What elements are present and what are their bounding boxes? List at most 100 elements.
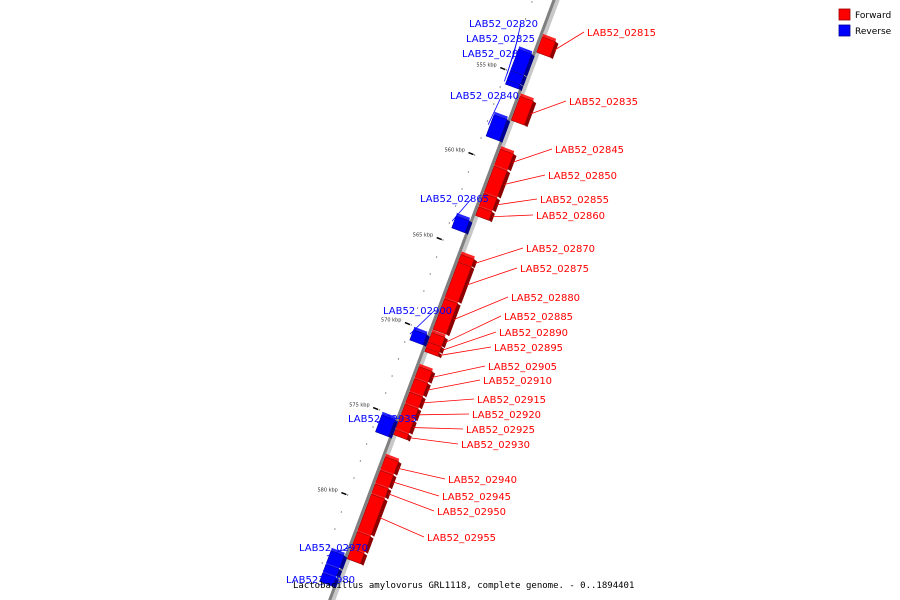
gene-label[interactable]: LAB52_02920 — [472, 410, 541, 421]
gene-LAB52_02930[interactable] — [393, 426, 412, 442]
gene-leader-line — [451, 197, 473, 222]
gene-label[interactable]: LAB52_02860 — [536, 211, 605, 222]
gene-LAB52_02840[interactable] — [485, 111, 511, 143]
gene-label[interactable]: LAB52_02980 — [286, 575, 355, 586]
gene-block-depth — [488, 211, 495, 223]
gene-block-top — [444, 295, 459, 304]
gene-LAB52_02850[interactable] — [484, 163, 511, 199]
gene-LAB52_02830[interactable] — [505, 76, 524, 92]
gene-leader-line — [398, 467, 446, 480]
gene-label[interactable]: LAB52_02835 — [569, 97, 638, 108]
gene-leader-line — [492, 214, 534, 218]
gene-LAB52_02845[interactable] — [494, 146, 517, 172]
gene-LAB52_02880[interactable] — [432, 295, 461, 337]
gene-label[interactable]: LAB52_02940 — [448, 475, 517, 486]
kbp-tick-label: 580 kbp — [317, 488, 337, 494]
gene-label[interactable]: LAB52_02880 — [511, 293, 580, 304]
gene-LAB52_02815[interactable] — [536, 33, 559, 60]
genome-caption: Lactobacillus amylovorus GRL1118, comple… — [293, 581, 634, 591]
gene-label[interactable]: LAB52_02870 — [526, 244, 595, 255]
gene-label[interactable]: LAB52_02950 — [437, 507, 506, 518]
gene-label[interactable]: LAB52_02865 — [420, 194, 489, 205]
gene-label[interactable]: LAB52_02895 — [494, 343, 563, 354]
gene-block-face — [458, 254, 475, 267]
gene-LAB52_02820[interactable] — [510, 46, 535, 77]
gene-leader-line — [422, 398, 475, 404]
gene-leader-line — [554, 31, 585, 51]
gene-label[interactable]: LAB52_02890 — [499, 328, 568, 339]
gene-LAB52_02895[interactable] — [424, 345, 443, 359]
gene-label[interactable]: LAB52_02905 — [488, 362, 557, 373]
gene-block-top — [428, 339, 443, 347]
gene-label[interactable]: LAB52_02885 — [504, 312, 573, 323]
gene-LAB52_02835[interactable] — [510, 93, 537, 128]
gene-block-depth — [332, 577, 339, 589]
gene-label[interactable]: LAB52_02840 — [450, 91, 519, 102]
gene-LAB52_02875[interactable] — [444, 259, 475, 304]
gene-LAB52_02975[interactable] — [323, 561, 343, 579]
gene-LAB52_02980[interactable] — [319, 569, 339, 589]
gene-block-face — [505, 79, 521, 90]
gene-label[interactable]: LAB52_02930 — [461, 440, 530, 451]
gene-label[interactable]: LAB52_02900 — [383, 306, 452, 317]
gene-leader-line — [409, 437, 459, 445]
gene-label[interactable]: LAB52_02830 — [462, 49, 531, 60]
gene-LAB52_02860[interactable] — [475, 203, 495, 223]
gene-label[interactable]: LAB52_02875 — [520, 264, 589, 275]
gene-leader-line — [440, 346, 492, 356]
gene-block-face — [393, 429, 410, 440]
gene-label[interactable]: LAB52_02925 — [466, 425, 535, 436]
gene-LAB52_02870[interactable] — [458, 251, 478, 269]
gene-block-face — [506, 70, 525, 85]
gene-block-face — [409, 329, 428, 346]
gene-block-top — [380, 467, 395, 476]
gene-label[interactable]: LAB52_02815 — [587, 28, 656, 39]
gene-LAB52_02955[interactable] — [357, 491, 388, 537]
gene-LAB52_02960[interactable] — [351, 528, 374, 554]
gene-LAB52_02865[interactable] — [451, 212, 473, 235]
gene-label[interactable]: LAB52_02970 — [299, 543, 368, 554]
gene-leader-line — [418, 413, 470, 416]
gene-LAB52_02885[interactable] — [428, 329, 448, 349]
gene-block-depth — [439, 346, 445, 355]
legend-swatch-reverse — [838, 24, 851, 37]
gene-block-depth — [428, 371, 436, 384]
gene-LAB52_02825[interactable] — [506, 67, 527, 86]
gene-block-top — [456, 212, 470, 221]
gene-block-top — [426, 345, 440, 353]
kbp-tick-label: 565 kbp — [413, 233, 433, 239]
gene-leader-line — [392, 481, 440, 497]
gene-label[interactable]: LAB52_02850 — [548, 171, 617, 182]
gene-block-top — [500, 146, 515, 155]
gene-block-depth — [458, 267, 475, 304]
gene-LAB52_02965[interactable] — [346, 545, 368, 566]
gene-LAB52_02950[interactable] — [371, 481, 392, 500]
gene-label[interactable]: LAB52_02825 — [466, 34, 535, 45]
gene-leader-line — [496, 198, 538, 206]
gene-leader-line — [432, 365, 486, 378]
gene-label[interactable]: LAB52_02855 — [540, 195, 609, 206]
gene-block-face — [475, 206, 493, 221]
gene-LAB52_02900[interactable] — [409, 326, 430, 347]
gene-leader-line — [379, 517, 425, 538]
gene-label[interactable]: LAB52_02945 — [442, 492, 511, 503]
gene-label[interactable]: LAB52_02935 — [348, 414, 417, 425]
gene-block-top — [385, 453, 400, 462]
kbp-tick-label: 555 kbp — [476, 63, 496, 69]
gene-label[interactable]: LAB52_02845 — [555, 145, 624, 156]
gene-leader-line — [427, 379, 481, 391]
gene-block-depth — [464, 220, 473, 235]
kbp-tick-mark — [372, 406, 379, 411]
gene-block-face — [319, 572, 337, 587]
gene-label[interactable]: LAB52_02955 — [427, 533, 496, 544]
kbp-ticks: 555 kbp 560 kbp 565 kbp 570 kbp 575 kbp 580 k… — [317, 63, 506, 496]
gene-label[interactable]: LAB52_02910 — [483, 376, 552, 387]
gene-block-top — [409, 389, 424, 398]
legend-swatch-forward — [838, 8, 851, 21]
gene-label[interactable]: LAB52_02915 — [477, 395, 546, 406]
gene-block-top — [419, 363, 433, 372]
gene-block-face — [424, 347, 440, 357]
gene-block-top — [461, 251, 475, 260]
gene-label[interactable]: LAB52_02820 — [469, 19, 538, 30]
